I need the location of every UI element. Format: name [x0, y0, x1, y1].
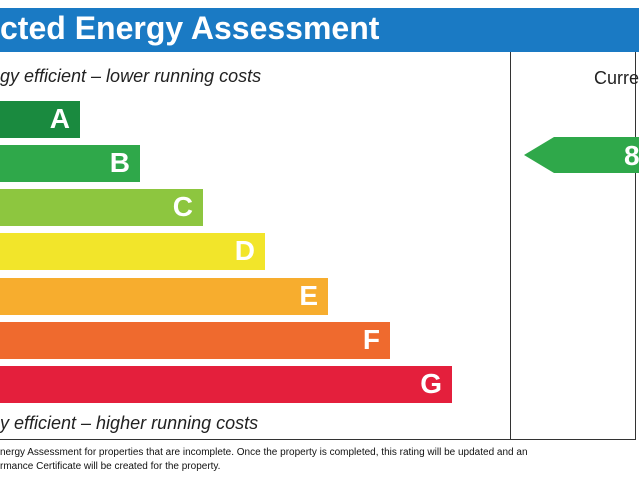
band: B — [0, 145, 140, 182]
bottom-label: y efficient – higher running costs — [0, 413, 259, 433]
title: cted Energy Assessment — [0, 10, 380, 46]
band-letter: D — [234, 235, 255, 266]
band: G — [0, 366, 452, 403]
band: C — [0, 189, 203, 226]
footer-line: rmance Certificate will be created for t… — [0, 461, 221, 472]
band-letter: B — [109, 147, 130, 178]
rating-arrow: 8 — [524, 137, 639, 173]
current-rating: 8 — [624, 140, 639, 171]
arrow-shape — [524, 137, 639, 173]
band-letter: E — [299, 280, 318, 311]
band: D — [0, 233, 265, 270]
rating-heading: Curre — [594, 68, 639, 88]
band-letter: C — [172, 191, 193, 222]
band: A — [0, 101, 80, 138]
divider — [510, 52, 511, 440]
band: E — [0, 278, 328, 315]
band-letter: A — [49, 103, 70, 134]
band-letter: G — [420, 368, 442, 399]
band: F — [0, 322, 390, 359]
top-label: gy efficient – lower running costs — [0, 66, 262, 86]
header-bar — [0, 8, 639, 52]
frame — [0, 52, 636, 440]
band-letter: F — [362, 324, 380, 355]
footer-line: nergy Assessment for properties that are… — [0, 447, 528, 458]
